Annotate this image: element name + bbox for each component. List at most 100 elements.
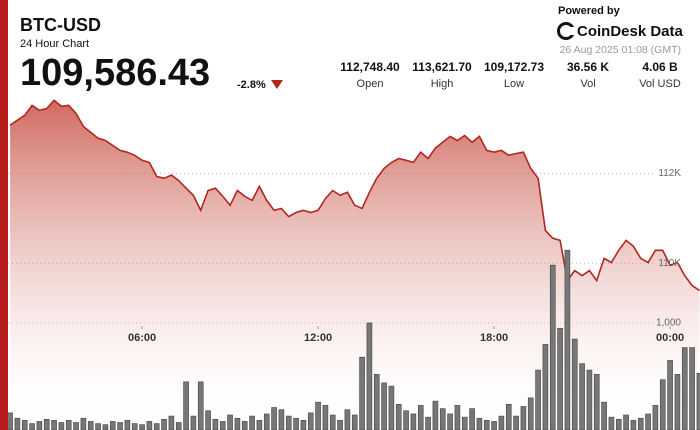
- volume-bar: [124, 420, 131, 430]
- volume-bar: [373, 374, 380, 430]
- volume-bar: [395, 404, 402, 430]
- volume-bar: [425, 416, 431, 430]
- volume-bar: [520, 406, 527, 430]
- stat-value: 4.06 B: [642, 60, 678, 74]
- volume-bar: [190, 415, 197, 430]
- stat-value: 109,172.73: [484, 60, 544, 74]
- volume-bar: [307, 412, 314, 430]
- volume-bar: [183, 381, 189, 430]
- volume-bar: [153, 423, 160, 430]
- volume-bar: [439, 408, 446, 430]
- volume-bar: [483, 420, 490, 430]
- volume-bar: [205, 410, 211, 430]
- volume-bar: [498, 415, 505, 430]
- volume-bar: [652, 405, 659, 430]
- stat-label: Vol: [580, 78, 595, 90]
- stat-label: Open: [357, 78, 384, 90]
- volume-bar: [601, 401, 607, 430]
- volume-bar: [630, 420, 637, 430]
- volume-bar: [315, 401, 321, 430]
- volume-bar: [102, 424, 109, 430]
- volume-bar: [615, 418, 622, 430]
- stat-value: 113,621.70: [412, 60, 472, 74]
- volume-bar: [161, 418, 167, 430]
- volume-bar: [29, 423, 35, 430]
- volume-bar: [454, 405, 461, 430]
- volume-bar: [175, 422, 182, 430]
- volume-bar: [527, 397, 534, 430]
- volume-bar: [623, 414, 629, 430]
- volume-bar: [549, 264, 556, 430]
- volume-bar: [131, 423, 138, 430]
- volume-bar: [659, 379, 666, 430]
- y-tick-label: 110K: [658, 258, 681, 269]
- volume-bar: [381, 382, 387, 430]
- volume-bar: [51, 420, 57, 430]
- volume-bar: [109, 421, 116, 430]
- accent-bar: [0, 0, 8, 430]
- volume-bar: [447, 413, 453, 430]
- volume-bar: [73, 422, 79, 430]
- logo-icon: [557, 22, 575, 40]
- volume-bar: [593, 374, 600, 430]
- volume-bar: [461, 416, 468, 430]
- x-tick-label: 12:00: [304, 332, 332, 344]
- volume-bar: [278, 409, 285, 430]
- volume-bar: [667, 360, 673, 430]
- volume-bar: [271, 407, 277, 430]
- volume-bar: [403, 410, 409, 430]
- volume-bar: [249, 415, 255, 430]
- volume-bar: [263, 413, 270, 430]
- volume-bar: [557, 328, 563, 430]
- volume-bar: [337, 420, 343, 430]
- volume-bar: [139, 424, 145, 430]
- change: -2.8%: [237, 79, 266, 91]
- volume-bar: [689, 347, 695, 430]
- volume-bar: [432, 400, 439, 430]
- price: 109,586.43: [20, 52, 210, 94]
- volume-bar: [168, 415, 175, 430]
- timestamp: 26 Aug 2025 01:08 (GMT): [560, 44, 681, 56]
- volume-bar: [322, 405, 329, 430]
- price-area: [10, 100, 700, 430]
- volume-bar: [579, 363, 585, 430]
- volume-bar: [586, 369, 593, 430]
- volume-bar: [535, 369, 541, 430]
- stat-label: Vol USD: [639, 78, 681, 90]
- logo: CoinDesk Data: [577, 23, 684, 40]
- volume-bar: [674, 374, 681, 430]
- volume-bar: [608, 416, 615, 430]
- stat-label: Low: [504, 78, 524, 90]
- price-line: [9, 99, 700, 292]
- stat-value: 36.56 K: [567, 60, 609, 74]
- volume-bar: [87, 421, 94, 430]
- volume-bar: [36, 421, 43, 430]
- volume-bar: [476, 417, 483, 430]
- volume-bar: [359, 356, 365, 430]
- volume-bar: [285, 415, 292, 430]
- subtitle: 24 Hour Chart: [20, 38, 89, 50]
- volume-bar: [95, 423, 101, 430]
- powered-by: Powered by: [558, 5, 621, 17]
- volume-bar: [491, 421, 497, 430]
- volume-bar: [14, 417, 21, 430]
- x-tick-label: 00:00: [656, 332, 684, 344]
- volume-bar: [366, 322, 373, 430]
- volume-bar: [505, 404, 512, 430]
- volume-bar: [344, 409, 351, 430]
- volume-bar: [410, 413, 417, 430]
- y2-tick-label: 1,000: [656, 318, 681, 329]
- volume-bar: [300, 420, 307, 430]
- volume-bar: [7, 412, 13, 430]
- volume-bar: [417, 405, 424, 430]
- volume-bar: [197, 381, 204, 430]
- y-tick-label: 112K: [658, 168, 681, 179]
- volume-bar: [351, 414, 358, 430]
- volume-bar: [80, 417, 87, 430]
- x-tick-label: 06:00: [128, 332, 156, 344]
- volume-bar: [234, 417, 241, 430]
- volume-bar: [212, 418, 219, 430]
- volume-bar: [43, 418, 50, 430]
- volume-bar: [645, 413, 651, 430]
- down-arrow: [271, 80, 283, 89]
